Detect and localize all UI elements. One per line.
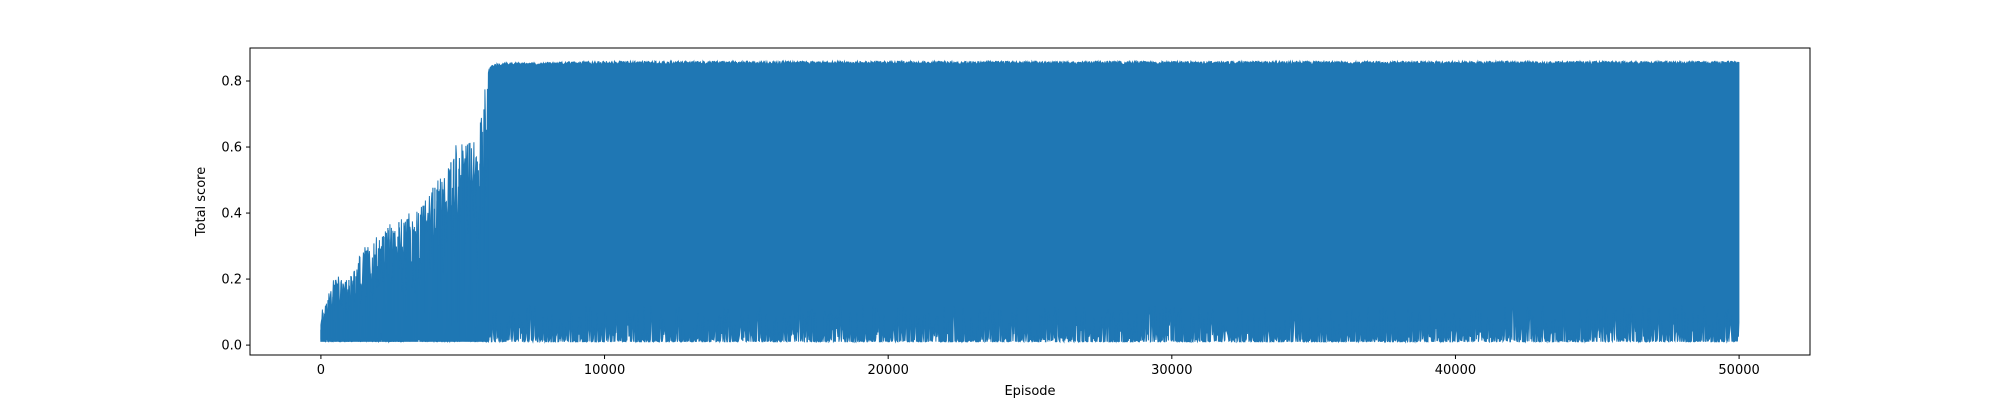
y-tick-label: 0.0 — [221, 339, 242, 354]
y-axis-label: Total score — [194, 167, 209, 237]
x-tick-label: 10000 — [584, 363, 625, 378]
plot-area — [320, 59, 1740, 344]
y-axis-ticks: 0.0 0.2 0.4 0.6 0.8 — [221, 75, 250, 354]
axes-frame — [249, 47, 1811, 356]
x-tick-label: 20000 — [868, 363, 909, 378]
y-tick-label: 0.8 — [221, 75, 242, 90]
y-tick-label: 0.4 — [221, 207, 242, 222]
x-tick-label: 50000 — [1718, 363, 1759, 378]
x-tick-label: 0 — [317, 363, 325, 378]
x-tick-label: 40000 — [1435, 363, 1476, 378]
y-tick-label: 0.2 — [221, 273, 242, 288]
x-axis-label: Episode — [1004, 384, 1055, 399]
y-tick-label: 0.6 — [221, 141, 242, 156]
series-line — [320, 59, 1740, 344]
x-axis-ticks: 0 10000 20000 30000 40000 50000 — [317, 355, 1760, 378]
x-tick-label: 30000 — [1151, 363, 1192, 378]
